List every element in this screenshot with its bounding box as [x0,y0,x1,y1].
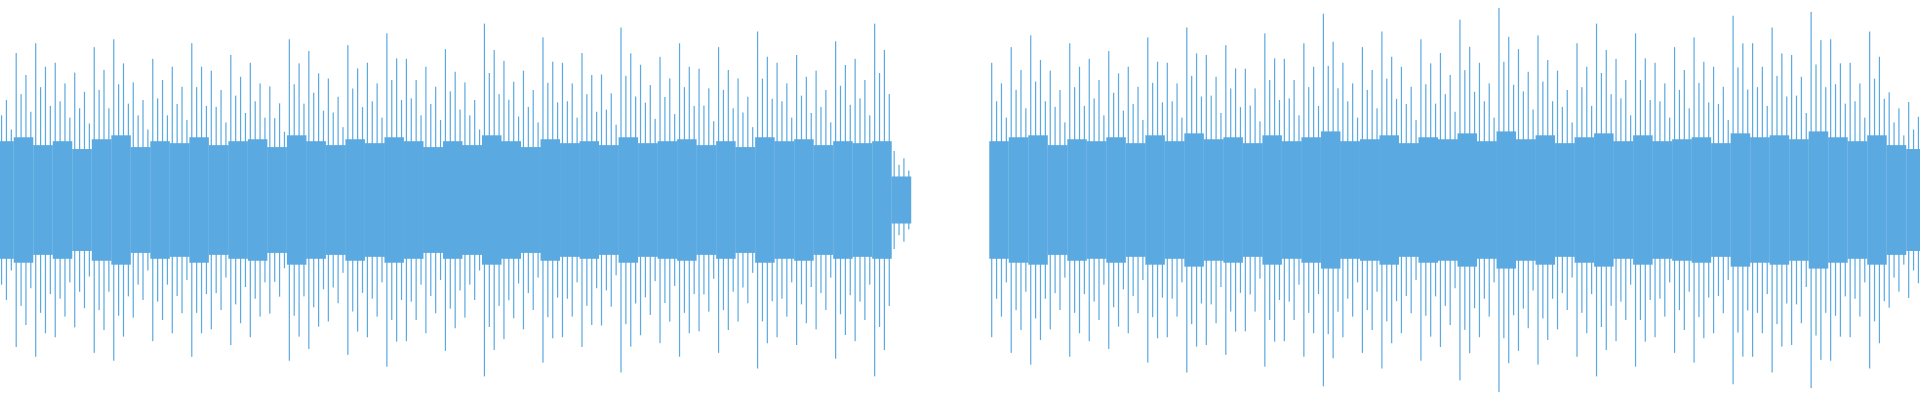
rms-band [989,141,1009,259]
rms-band [1672,139,1692,261]
rms-band [872,141,892,259]
rms-band [1847,141,1868,259]
rms-band [1281,141,1302,259]
rms-band [130,147,151,253]
rms-band [1828,137,1848,263]
rms-band [1164,141,1185,259]
rms-band [1633,135,1653,265]
rms-band [638,143,658,257]
rms-band [1477,141,1497,259]
rms-band [716,141,736,259]
rms-band [1769,135,1790,265]
rms-band [150,141,170,259]
rms-band [384,137,404,263]
rms-band [794,139,814,261]
rms-band [1125,143,1146,257]
rms-band [208,145,229,255]
rms-band [735,147,756,253]
rms-band [1047,145,1068,255]
rms-band [1242,143,1263,257]
rms-band [423,147,443,253]
rms-band [833,141,853,259]
rms-band [462,145,482,255]
rms-band [618,137,639,263]
rms-band [247,139,268,261]
rms-band [1691,137,1712,263]
rms-band [599,145,619,255]
rms-band [364,143,385,257]
rms-band [52,141,73,259]
rms-band [579,141,600,259]
rms-band [1418,137,1438,263]
rms-band [677,139,697,261]
rms-band [325,145,346,255]
rms-band [403,141,424,259]
rms-band [1028,135,1048,265]
rms-band [1340,141,1360,259]
rms-band [1086,141,1107,259]
rms-band [774,141,795,259]
rms-band [813,145,834,255]
rms-band [1535,135,1556,265]
rms-band [1613,141,1634,259]
rms-band [0,141,14,259]
rms-band [1301,137,1321,263]
rms-band [1203,139,1224,261]
rms-band [306,141,326,259]
rms-band [1457,133,1478,267]
rms-band [696,145,717,255]
rms-band [1106,137,1126,263]
rms-band [1555,143,1575,257]
rms-band [1320,131,1341,269]
rms-band [1438,139,1458,261]
rms-band [891,176,912,224]
rms-band [91,139,112,261]
rms-band [267,147,287,253]
rms-band [482,135,502,265]
rms-band [1516,139,1536,261]
rms-band [1730,133,1751,267]
rms-band [1594,133,1614,267]
rms-band [1262,135,1282,265]
rms-band [1223,137,1243,263]
rms-band [1652,141,1673,259]
rms-band [1906,149,1920,251]
rms-band [657,141,678,259]
rms-band [560,143,580,257]
rms-band [1886,145,1907,255]
rms-band [1808,131,1829,269]
rms-band [1359,139,1380,261]
rms-band [1574,137,1595,263]
rms-band [521,147,541,253]
rms-band [1867,135,1887,265]
rms-band [755,137,775,263]
rms-band [1145,135,1165,265]
rms-band [13,137,34,263]
rms-band [1379,135,1399,265]
rms-band [169,143,190,257]
rms-band [852,143,873,257]
rms-band [501,141,522,259]
rms-band [442,141,463,259]
rms-band [1711,143,1731,257]
rms-band [228,141,248,259]
rms-band [1750,137,1770,263]
rms-band [1398,143,1419,257]
rms-band [1008,137,1029,263]
rms-band [1067,139,1087,261]
rms-band [189,137,209,263]
rms-band [286,135,307,265]
rms-band [1184,133,1204,267]
rms-band [111,135,131,265]
rms-band [1496,131,1517,269]
rms-band [540,139,561,261]
rms-band [33,145,53,255]
rms-band [345,139,365,261]
rms-band [1789,139,1809,261]
rms-band [72,149,92,251]
